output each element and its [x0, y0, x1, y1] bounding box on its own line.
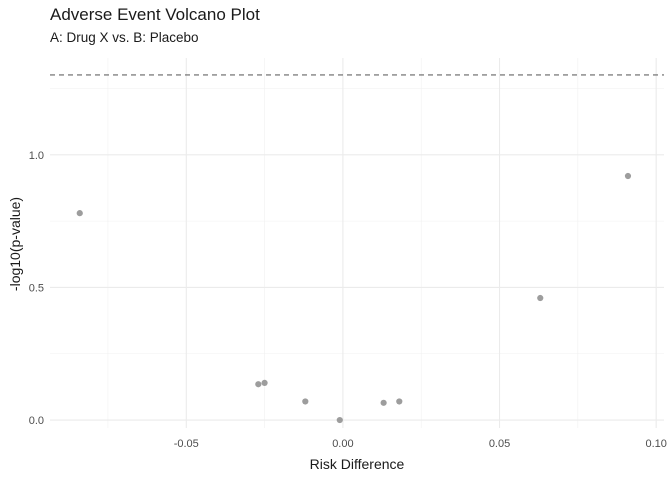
chart-title: Adverse Event Volcano Plot: [50, 5, 260, 24]
data-point: [76, 210, 83, 217]
x-tick-label: -0.05: [174, 438, 199, 450]
x-tick-label: 0.05: [489, 438, 510, 450]
minor-gridlines: [50, 58, 664, 428]
data-point: [255, 381, 262, 388]
data-point: [396, 398, 403, 405]
x-tick-label: 0.10: [645, 438, 666, 450]
data-point: [261, 379, 268, 387]
data-point: [380, 399, 387, 406]
x-axis-title: Risk Difference: [310, 456, 405, 472]
data-point: [537, 294, 544, 302]
y-tick-label: 1.0: [29, 150, 44, 162]
data-points: [76, 172, 632, 424]
data-point: [624, 172, 632, 180]
chart-subtitle: A: Drug X vs. B: Placebo: [50, 30, 199, 45]
y-tick-label: 0.5: [29, 282, 44, 294]
major-gridlines: [50, 58, 664, 428]
y-tick-label: 0.0: [29, 415, 44, 427]
x-tick-label: 0.00: [332, 438, 353, 450]
data-point: [336, 416, 343, 424]
y-axis-title: -log10(p-value): [7, 197, 23, 291]
x-axis-ticks: -0.05 0.00 0.05 0.10: [174, 438, 667, 450]
y-axis-ticks: 0.0 0.5 1.0: [29, 150, 44, 427]
data-point: [302, 398, 309, 405]
